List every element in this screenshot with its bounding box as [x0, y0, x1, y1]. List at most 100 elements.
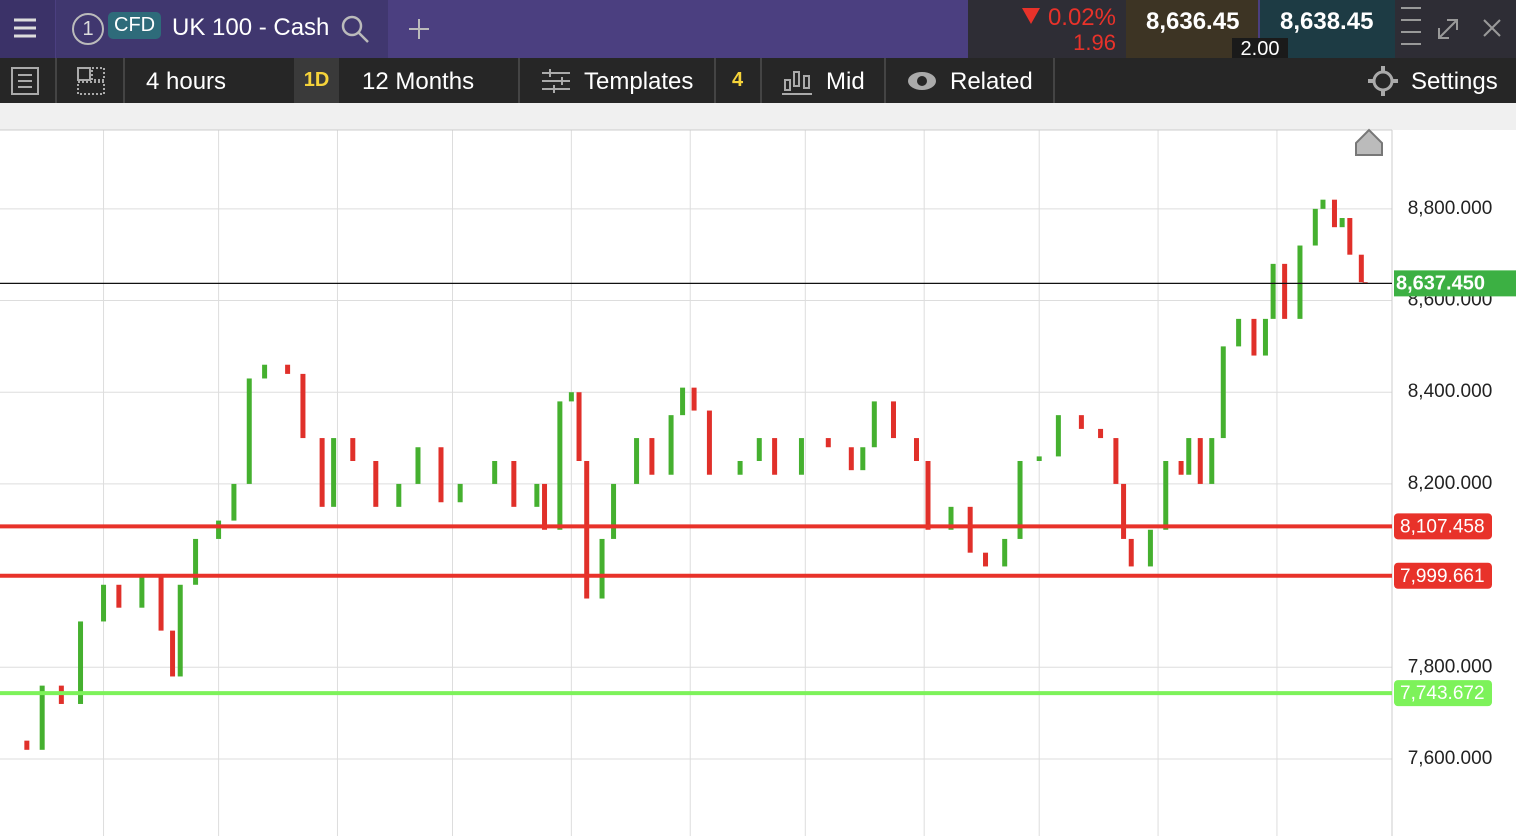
range[interactable]: 12 Months — [362, 68, 475, 95]
candle — [848, 447, 854, 471]
price-type[interactable]: Mid — [826, 68, 865, 95]
candle — [1002, 538, 1008, 567]
tab-number: 1 — [72, 13, 104, 45]
instrument-tab[interactable]: 1 CFD UK 100 - Cash — [56, 0, 388, 58]
candle — [756, 438, 762, 461]
candle — [649, 438, 655, 475]
candle — [193, 538, 199, 585]
candle — [691, 387, 697, 411]
add-tab[interactable] — [405, 15, 433, 43]
candle — [177, 584, 183, 677]
candle — [542, 483, 548, 530]
candle — [1178, 460, 1184, 475]
eye-icon — [908, 72, 936, 90]
candle — [1282, 263, 1288, 319]
level-label: 7,999.661 — [1400, 566, 1485, 587]
candle — [913, 438, 919, 461]
candle — [1147, 529, 1153, 567]
menu-icon — [14, 18, 36, 38]
candle — [1113, 438, 1119, 484]
change-percent: 0.02% — [1047, 4, 1116, 31]
level-label-box — [1394, 270, 1516, 297]
candle — [246, 378, 252, 484]
level-label-box — [1394, 680, 1492, 707]
candle — [170, 630, 176, 677]
candle — [457, 483, 463, 503]
y-tick-label: 8,800.000 — [1408, 198, 1493, 219]
level-label: 7,743.672 — [1400, 683, 1485, 704]
down-arrow — [1022, 8, 1040, 24]
templates[interactable]: Templates — [584, 68, 694, 95]
candle — [116, 584, 122, 608]
candle — [1121, 483, 1127, 539]
y-tick-label: 8,400.000 — [1408, 381, 1493, 402]
spread: 2.00 — [1232, 38, 1288, 60]
candle — [890, 401, 896, 439]
candle — [534, 483, 540, 507]
candle — [39, 685, 45, 750]
interval-short[interactable]: 1D — [294, 58, 339, 103]
candle — [1209, 438, 1215, 484]
candle — [798, 438, 804, 475]
candle — [1055, 415, 1061, 457]
interval[interactable]: 4 hours — [146, 68, 227, 95]
candle — [300, 373, 306, 439]
candle — [825, 438, 831, 448]
candle — [668, 415, 674, 475]
buy-price: 8,638.45 — [1280, 8, 1374, 35]
candle — [396, 483, 402, 507]
change-points: 1.96 — [1073, 30, 1116, 55]
candle — [772, 438, 778, 475]
candle — [1017, 460, 1023, 539]
list-icon[interactable] — [10, 66, 40, 96]
level-label: 8,107.458 — [1400, 516, 1485, 537]
level-label-box — [1394, 562, 1492, 589]
candle — [967, 506, 973, 553]
candle — [1186, 438, 1192, 475]
candle — [557, 401, 563, 530]
candle — [492, 460, 498, 484]
search-icon[interactable] — [338, 12, 372, 46]
candle — [373, 460, 379, 507]
candle — [1358, 254, 1364, 283]
candle — [1251, 318, 1257, 356]
price-type-icon — [782, 71, 812, 95]
candle — [1197, 438, 1203, 484]
candle — [216, 520, 222, 539]
layout-icon[interactable] — [76, 66, 106, 96]
settings[interactable]: Settings — [1411, 68, 1498, 95]
window-icons[interactable] — [1395, 0, 1516, 58]
candle — [706, 410, 712, 475]
candle — [1236, 318, 1242, 347]
toolbar: 4 hours 1D 12 Months Templates 4 Mid Rel… — [0, 58, 1516, 103]
candle — [101, 584, 107, 622]
related[interactable]: Related — [950, 68, 1033, 95]
candle — [438, 447, 444, 503]
time-axis-bar — [0, 103, 1516, 130]
candle — [599, 538, 605, 599]
candle — [1320, 199, 1326, 209]
candle — [511, 460, 517, 507]
settings-icon — [1368, 66, 1398, 96]
sell-price: 8,636.45 — [1146, 8, 1240, 35]
candle — [611, 483, 617, 539]
menu-button[interactable] — [0, 0, 55, 58]
candle — [568, 392, 574, 402]
y-tick-label: 8,200.000 — [1408, 473, 1493, 494]
candle — [1163, 460, 1169, 530]
candle — [1339, 218, 1345, 228]
candle — [737, 460, 743, 475]
candle — [78, 621, 84, 704]
candle — [285, 364, 291, 374]
home-icon[interactable] — [1355, 128, 1383, 156]
candle — [1331, 199, 1337, 228]
candle — [576, 392, 582, 461]
window-controls — [1395, 0, 1516, 58]
candle — [415, 447, 421, 484]
candle — [680, 387, 686, 416]
title-bar: 1 CFD UK 100 - Cash 0.02% 1.96 8,636.45 … — [0, 0, 1516, 60]
change-panel: 0.02% 1.96 — [968, 0, 1126, 58]
candle — [24, 740, 30, 750]
candle — [262, 364, 268, 379]
